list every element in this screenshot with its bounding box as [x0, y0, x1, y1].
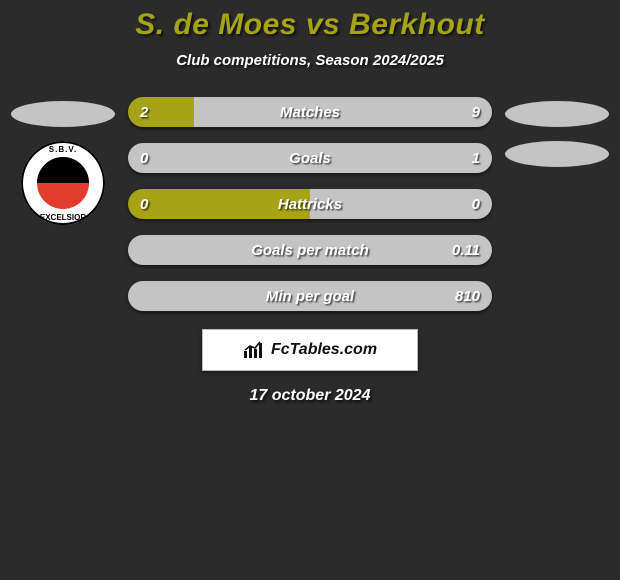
bar-chart-icon [243, 341, 265, 359]
brand-text: FcTables.com [271, 341, 377, 359]
badge-text-top: S.B.V. [21, 145, 105, 154]
subtitle: Club competitions, Season 2024/2025 [0, 52, 620, 69]
comparison-row: S.B.V. EXCELSIOR Matches29 Goals01 Hattric… [0, 97, 620, 311]
player-ellipse-left [11, 101, 115, 127]
right-column [502, 97, 612, 167]
left-column: S.B.V. EXCELSIOR [8, 97, 118, 225]
stat-fill-right [194, 97, 492, 127]
stat-fill-right [310, 189, 492, 219]
stat-fill-right [128, 143, 492, 173]
date-label: 17 october 2024 [0, 387, 620, 405]
page-title: S. de Moes vs Berkhout [0, 8, 620, 42]
stat-fill-left [128, 97, 194, 127]
badge-ring-text: S.B.V. EXCELSIOR [21, 141, 105, 225]
player-ellipse-right-1 [505, 101, 609, 127]
stat-fill-right [128, 281, 492, 311]
club-badge-excelsior: S.B.V. EXCELSIOR [21, 141, 105, 225]
stat-row: Goals01 [128, 143, 492, 173]
stat-row: Hattricks00 [128, 189, 492, 219]
stat-row: Goals per match0.11 [128, 235, 492, 265]
brand-box[interactable]: FcTables.com [202, 329, 418, 371]
stat-row: Matches29 [128, 97, 492, 127]
player-ellipse-right-2 [505, 141, 609, 167]
stat-fill-left [128, 189, 310, 219]
badge-text-bottom: EXCELSIOR [21, 213, 105, 222]
stat-row: Min per goal810 [128, 281, 492, 311]
stat-bars: Matches29 Goals01 Hattricks00 Goals per mat… [128, 97, 492, 311]
stat-fill-right [128, 235, 492, 265]
infographic-root: S. de Moes vs Berkhout Club competitions… [0, 0, 620, 405]
